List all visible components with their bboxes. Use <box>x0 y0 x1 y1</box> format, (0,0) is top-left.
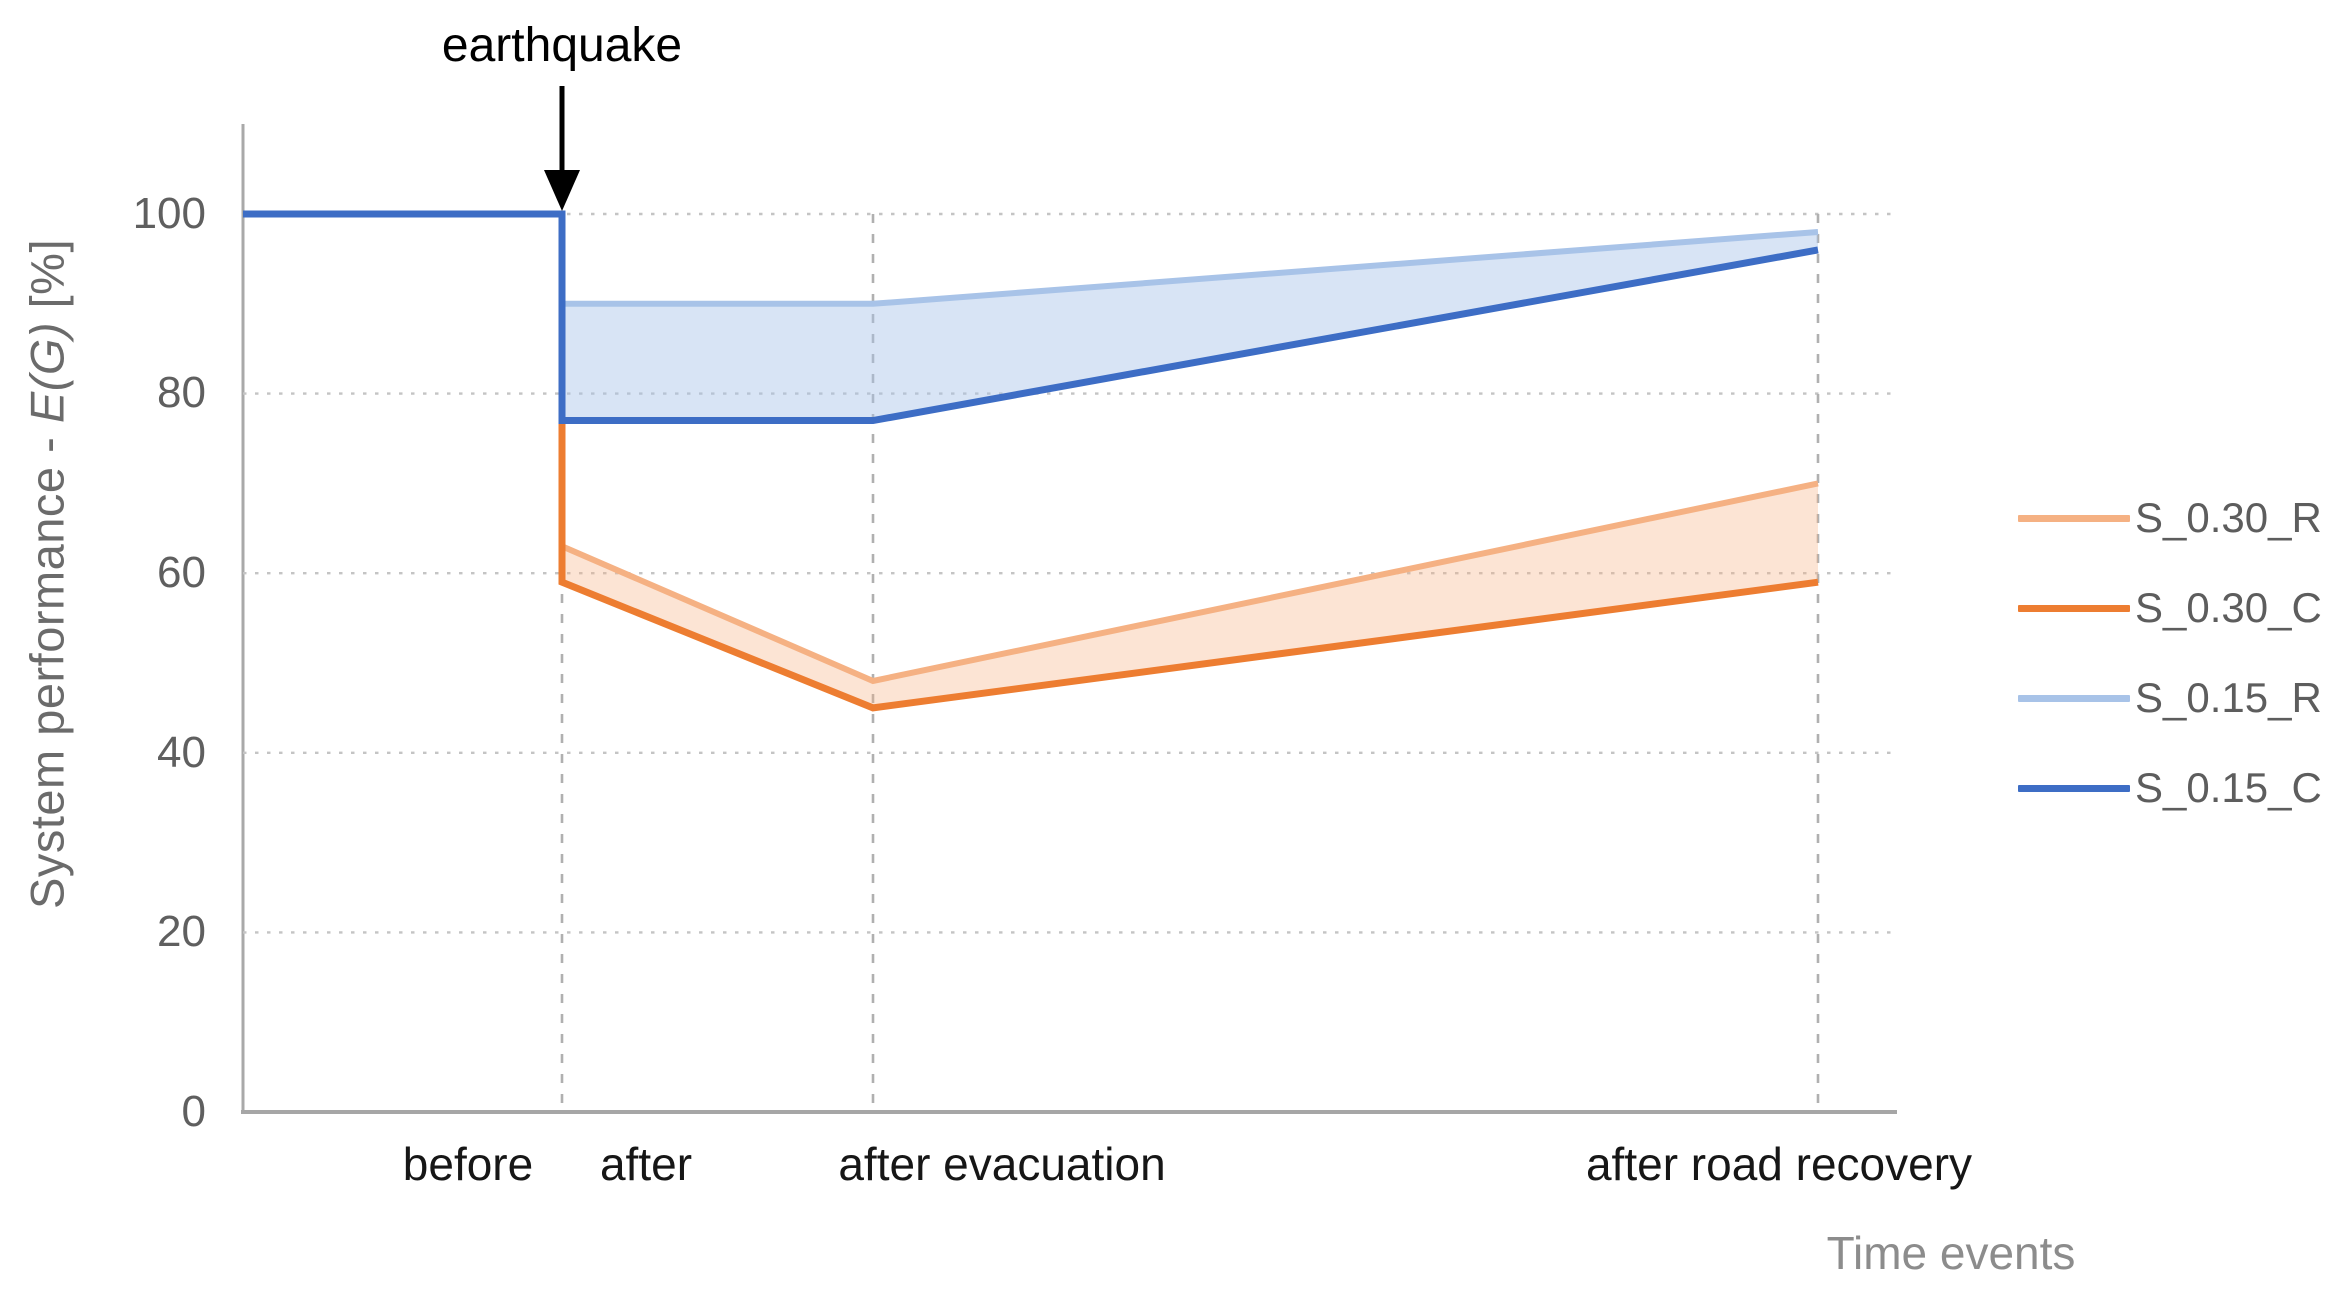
y-tick-20: 20 <box>157 907 206 956</box>
x-label-after-road-recovery: after road recovery <box>1585 1138 1973 1190</box>
legend-item-s-030-c: S_0.30_C <box>2018 580 2322 636</box>
legend-label-s-030-c: S_0.30_C <box>2135 584 2322 631</box>
y-tick-40: 40 <box>157 728 206 777</box>
legend-swatch-s-015-c <box>2018 784 2130 792</box>
earthquake-arrow-head-icon <box>544 170 580 211</box>
earthquake-annotation-label: earthquake <box>441 19 683 72</box>
legend-item-s-015-r: S_0.15_R <box>2018 670 2322 726</box>
y-tick-0: 0 <box>181 1087 206 1136</box>
legend-swatch-s-030-r <box>2018 514 2130 522</box>
legend-item-s-015-c: S_0.15_C <box>2018 760 2322 816</box>
y-tick-80: 80 <box>157 368 206 417</box>
legend-item-s-030-r: S_0.30_R <box>2018 490 2322 546</box>
legend-swatch-s-030-c <box>2018 604 2130 612</box>
legend-label-s-015-r: S_0.15_R <box>2135 674 2322 721</box>
x-label-after-evacuation: after evacuation <box>838 1138 1166 1190</box>
y-tick-60: 60 <box>157 548 206 597</box>
y-axis-title-suffix: [%] <box>20 238 74 322</box>
band-s_0.15_r <box>562 231 1818 421</box>
x-label-before: before <box>402 1138 534 1190</box>
x-axis-title: Time events <box>1826 1227 2076 1279</box>
y-axis-title-prefix: System performance - <box>20 423 74 910</box>
legend-label-s-015-c: S_0.15_C <box>2135 764 2322 811</box>
y-tick-100: 100 <box>132 189 206 238</box>
x-label-after: after <box>599 1138 693 1190</box>
series-line-s_0.15_c <box>243 210 1819 425</box>
legend-swatch-s-015-r <box>2018 694 2130 702</box>
legend-label-s-030-r: S_0.30_R <box>2135 494 2322 541</box>
band-s_0.30_r <box>562 483 1818 708</box>
